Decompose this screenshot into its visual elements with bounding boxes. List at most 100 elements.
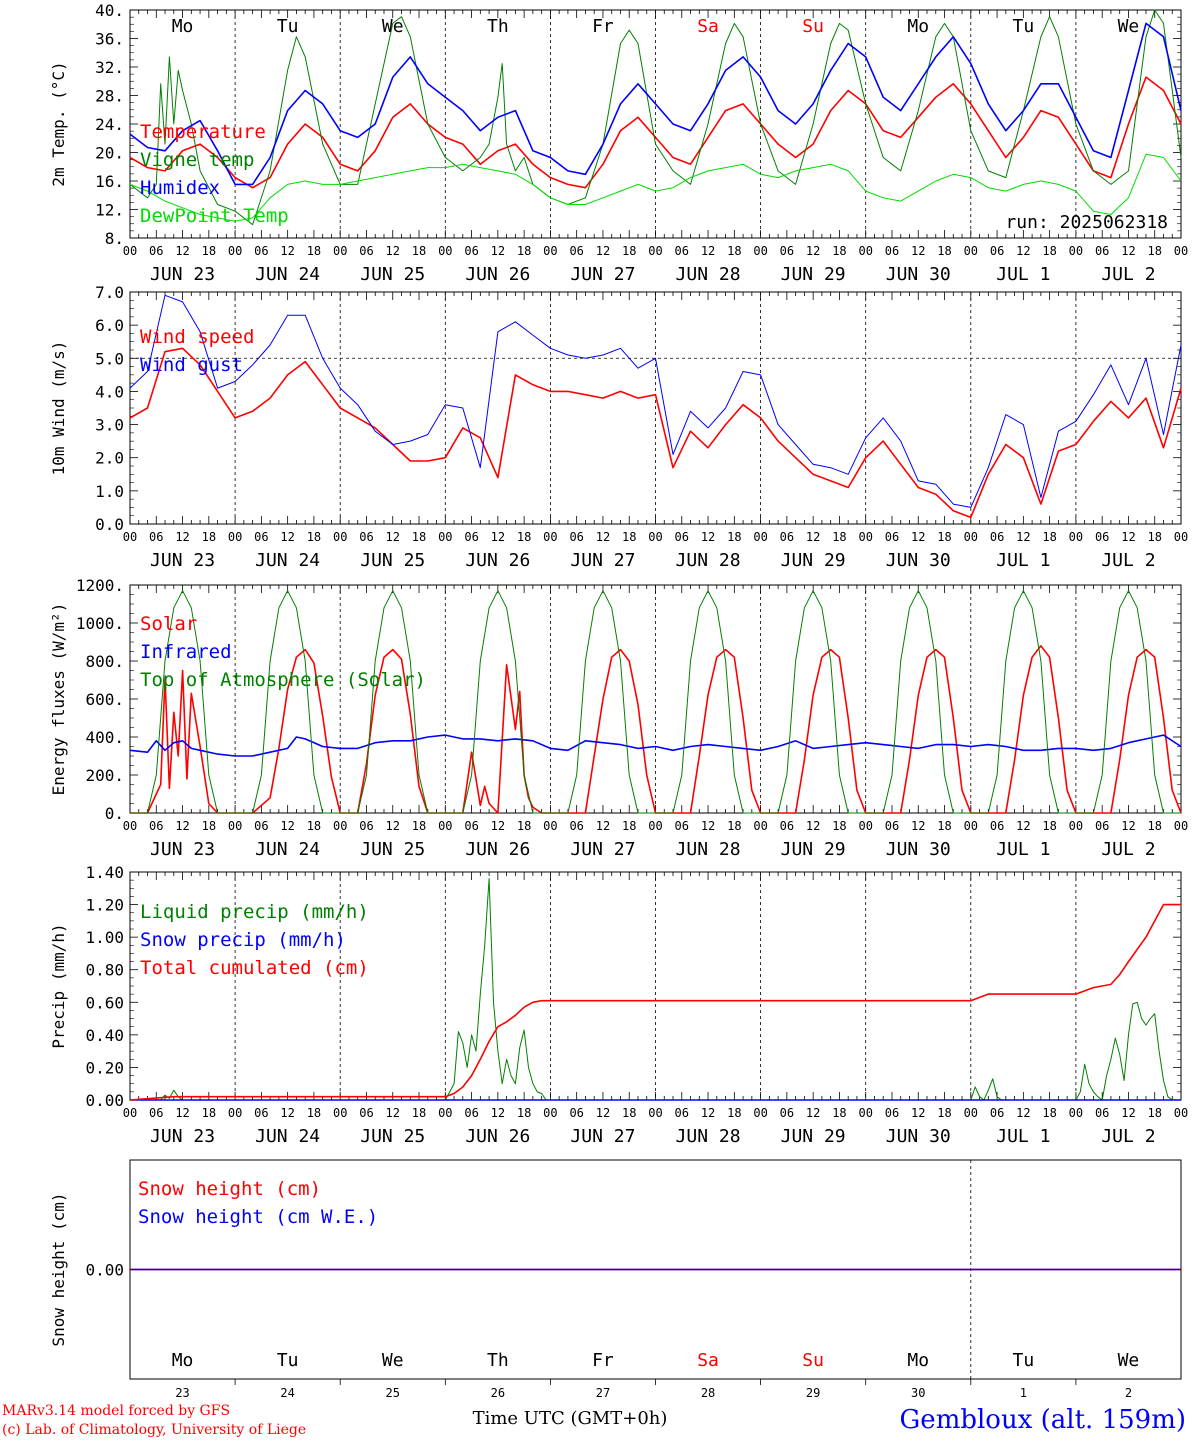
- hour-tick-label: 06: [780, 819, 794, 833]
- hour-tick-label: 12: [280, 530, 294, 544]
- weekday-label: Tu: [277, 1350, 299, 1371]
- hour-tick-label: 18: [1147, 1106, 1161, 1120]
- y-tick-label: 0.20: [85, 1058, 124, 1077]
- hour-tick-label: 06: [885, 244, 899, 258]
- hour-tick-label: 00: [964, 244, 978, 258]
- hour-tick-label: 00: [123, 530, 137, 544]
- hour-tick-label: 00: [964, 819, 978, 833]
- hour-tick-label: 12: [806, 1106, 820, 1120]
- y-tick-label: 12.: [95, 201, 124, 220]
- day-label: JUN 25: [360, 550, 425, 571]
- y-axis-label: Energy fluxes (W/m²): [49, 603, 68, 796]
- weekday-label: Fr: [592, 16, 614, 37]
- day-label: JUL 2: [1101, 264, 1155, 285]
- day-label: JUN 23: [150, 264, 215, 285]
- hour-tick-label: 18: [1042, 819, 1056, 833]
- series-line-humidex: [129, 22, 1182, 186]
- hour-tick-label: 12: [1016, 1106, 1030, 1120]
- hour-tick-label: 12: [491, 1106, 505, 1120]
- hour-tick-label: 00: [964, 1106, 978, 1120]
- day-number: 24: [280, 1386, 294, 1400]
- hour-tick-label: 06: [885, 1106, 899, 1120]
- model-credit: MARv3.14 model forced by GFS: [2, 1403, 230, 1419]
- y-tick-label: 1.20: [85, 896, 124, 915]
- hour-tick-label: 18: [307, 1106, 321, 1120]
- hour-tick-label: 00: [648, 530, 662, 544]
- hour-tick-label: 00: [648, 819, 662, 833]
- hour-tick-label: 00: [438, 244, 452, 258]
- hour-tick-label: 00: [753, 244, 767, 258]
- y-tick-label: 0.60: [85, 993, 124, 1012]
- weekday-label: Mo: [172, 16, 194, 37]
- day-label: JUN 28: [676, 839, 741, 860]
- hour-tick-label: 12: [596, 819, 610, 833]
- hour-tick-label: 18: [517, 1106, 531, 1120]
- hour-tick-label: 06: [675, 244, 689, 258]
- hour-tick-label: 00: [858, 244, 872, 258]
- hour-tick-label: 12: [491, 530, 505, 544]
- hour-tick-label: 06: [359, 1106, 373, 1120]
- hour-tick-label: 00: [228, 530, 242, 544]
- y-tick-label: 1200.: [76, 576, 124, 595]
- hour-tick-label: 18: [622, 819, 636, 833]
- hour-tick-label: 00: [1174, 819, 1188, 833]
- hour-tick-label: 12: [911, 530, 925, 544]
- hour-tick-label: 18: [727, 530, 741, 544]
- day-label: JUN 27: [570, 1126, 635, 1147]
- hour-tick-label: 18: [622, 244, 636, 258]
- hour-tick-label: 18: [412, 819, 426, 833]
- hour-tick-label: 00: [1069, 530, 1083, 544]
- hour-tick-label: 06: [990, 1106, 1004, 1120]
- hour-tick-label: 06: [254, 819, 268, 833]
- series-line-top-of-atmosphere-solar-: [130, 590, 1181, 814]
- day-label: JUN 25: [360, 1126, 425, 1147]
- day-number: 2: [1125, 1386, 1132, 1400]
- hour-tick-label: 00: [543, 244, 557, 258]
- hour-tick-label: 06: [149, 530, 163, 544]
- series-line-solar: [130, 644, 1182, 814]
- hour-tick-label: 06: [885, 530, 899, 544]
- y-tick-label: 28.: [95, 87, 124, 106]
- hour-tick-label: 06: [885, 819, 899, 833]
- hour-tick-label: 18: [727, 819, 741, 833]
- hour-tick-label: 18: [727, 1106, 741, 1120]
- legend-entry: Temperature: [140, 121, 266, 143]
- hour-tick-label: 00: [1174, 244, 1188, 258]
- day-label: JUN 23: [150, 1126, 215, 1147]
- hour-tick-label: 00: [438, 819, 452, 833]
- lab-credit: (c) Lab. of Climatology, University of L…: [2, 1422, 306, 1438]
- day-number: 25: [386, 1386, 400, 1400]
- legend-entry: Wind gust: [140, 354, 243, 376]
- legend-entry: DewPoint Temp: [140, 205, 289, 227]
- hour-tick-label: 00: [858, 819, 872, 833]
- day-label: JUL 1: [996, 839, 1050, 860]
- hour-tick-label: 12: [806, 819, 820, 833]
- day-label: JUL 2: [1101, 550, 1155, 571]
- hour-tick-label: 18: [622, 1106, 636, 1120]
- hour-tick-label: 18: [307, 819, 321, 833]
- hour-tick-label: 00: [648, 244, 662, 258]
- hour-tick-label: 12: [175, 1106, 189, 1120]
- y-tick-label: 20.: [95, 144, 124, 163]
- y-tick-label: 5.0: [95, 349, 124, 368]
- hour-tick-label: 18: [937, 1106, 951, 1120]
- y-axis-label: Snow height (cm): [49, 1192, 68, 1346]
- hour-tick-label: 18: [307, 244, 321, 258]
- hour-tick-label: 06: [359, 530, 373, 544]
- hour-tick-label: 18: [1042, 530, 1056, 544]
- hour-tick-label: 06: [675, 530, 689, 544]
- weekday-label: Th: [487, 16, 509, 37]
- hour-tick-label: 06: [1095, 819, 1109, 833]
- day-label: JUN 25: [360, 264, 425, 285]
- day-label: JUL 1: [996, 550, 1050, 571]
- hour-tick-label: 18: [1042, 1106, 1056, 1120]
- hour-tick-label: 18: [517, 819, 531, 833]
- day-label: JUL 2: [1101, 839, 1155, 860]
- weekday-label: Tu: [1013, 16, 1035, 37]
- day-label: JUN 27: [570, 839, 635, 860]
- weekday-label: Tu: [1013, 1350, 1035, 1371]
- hour-tick-label: 00: [438, 530, 452, 544]
- hour-tick-label: 18: [832, 530, 846, 544]
- hour-tick-label: 18: [1042, 244, 1056, 258]
